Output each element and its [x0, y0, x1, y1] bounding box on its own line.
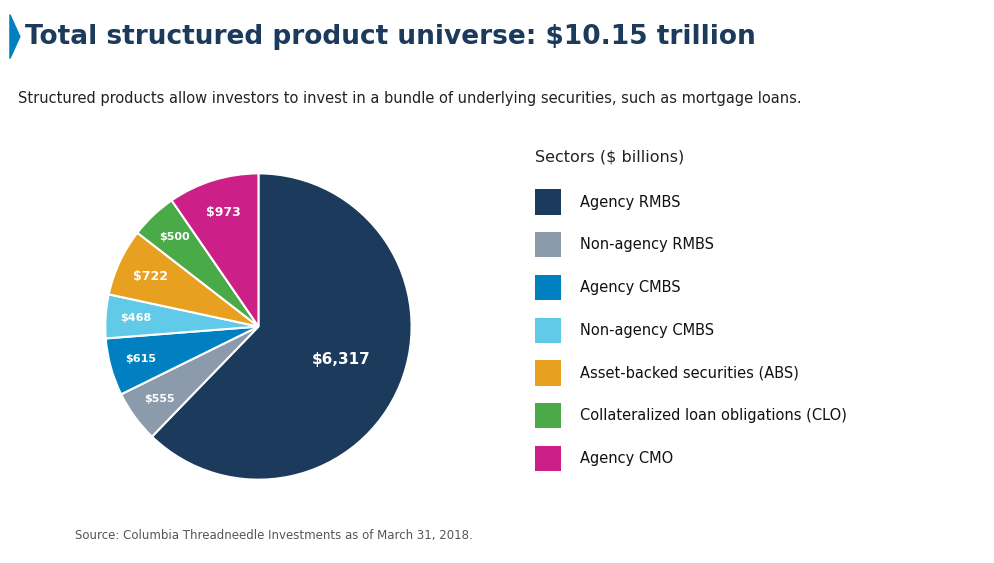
Text: $973: $973 — [206, 206, 241, 219]
Text: $615: $615 — [125, 354, 156, 364]
FancyBboxPatch shape — [535, 318, 562, 343]
Text: Agency RMBS: Agency RMBS — [580, 194, 681, 209]
Text: Agency CMBS: Agency CMBS — [580, 280, 681, 295]
Text: Total structured product universe: $10.15 trillion: Total structured product universe: $10.1… — [25, 24, 755, 50]
Text: $500: $500 — [159, 233, 190, 243]
Text: Structured products allow investors to invest in a bundle of underlying securiti: Structured products allow investors to i… — [18, 91, 801, 106]
Wedge shape — [121, 327, 258, 436]
FancyBboxPatch shape — [535, 403, 562, 428]
Wedge shape — [108, 233, 258, 327]
Text: $722: $722 — [132, 270, 168, 283]
FancyBboxPatch shape — [535, 232, 562, 257]
Text: Sectors ($ billions): Sectors ($ billions) — [535, 150, 685, 165]
Text: Non-agency CMBS: Non-agency CMBS — [580, 323, 715, 338]
Wedge shape — [105, 294, 258, 338]
Text: $6,317: $6,317 — [311, 352, 370, 367]
Text: Source: Columbia Threadneedle Investments as of March 31, 2018.: Source: Columbia Threadneedle Investment… — [75, 529, 472, 542]
FancyBboxPatch shape — [535, 275, 562, 300]
Wedge shape — [152, 173, 412, 480]
Text: $468: $468 — [120, 314, 152, 323]
FancyBboxPatch shape — [535, 446, 562, 471]
Wedge shape — [105, 327, 258, 394]
Wedge shape — [172, 173, 258, 327]
Text: Non-agency RMBS: Non-agency RMBS — [580, 237, 715, 252]
Text: Agency CMO: Agency CMO — [580, 451, 674, 466]
FancyBboxPatch shape — [535, 189, 562, 215]
Polygon shape — [10, 15, 20, 59]
Wedge shape — [137, 200, 258, 327]
Text: Asset-backed securities (ABS): Asset-backed securities (ABS) — [580, 365, 799, 381]
Text: Collateralized loan obligations (CLO): Collateralized loan obligations (CLO) — [580, 408, 847, 423]
FancyBboxPatch shape — [535, 360, 562, 386]
Text: $555: $555 — [144, 394, 175, 404]
